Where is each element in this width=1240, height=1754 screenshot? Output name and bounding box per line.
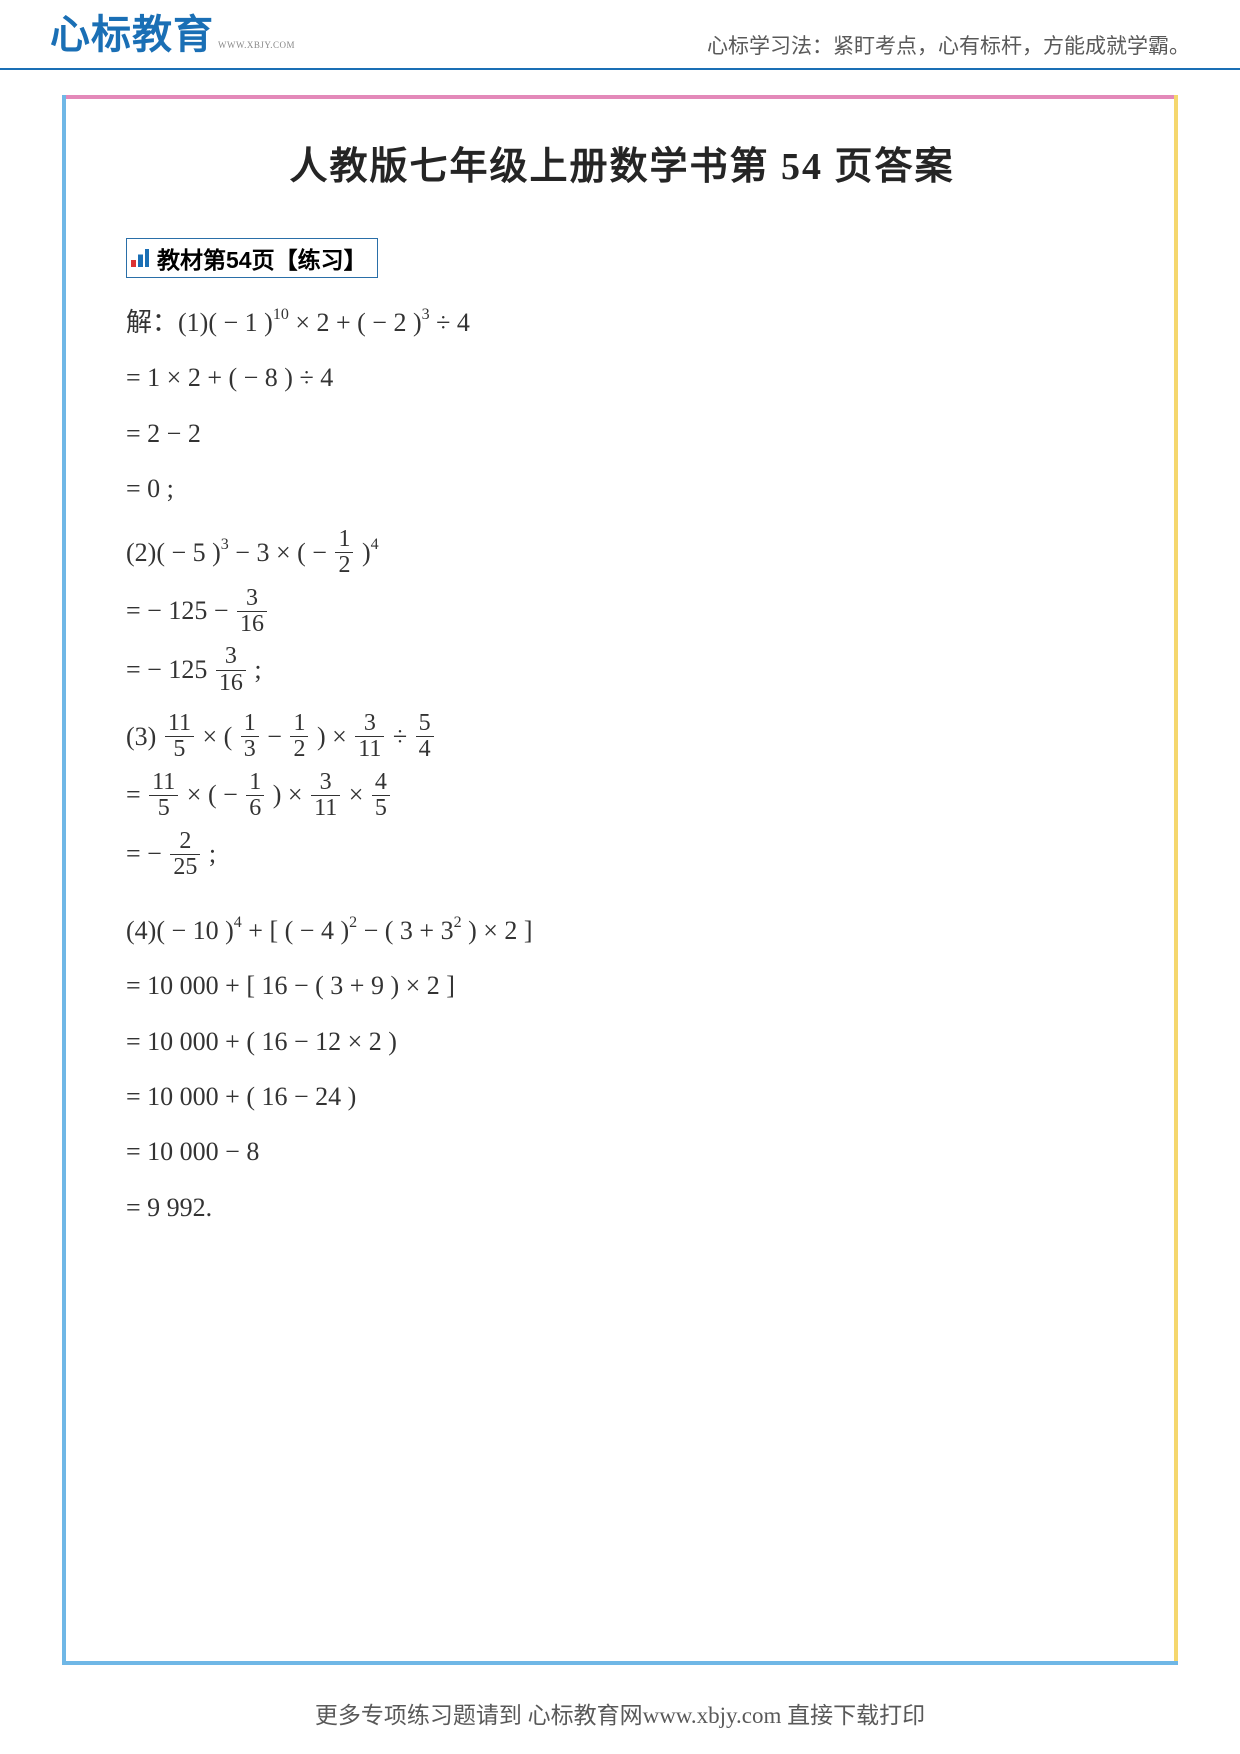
p1-line1: 解：(1)( − 1 )10 × 2 + ( − 2 )3 ÷ 4: [126, 298, 1118, 347]
fraction: 115: [165, 711, 194, 762]
p1-line2: = 1 × 2 + ( − 8 ) ÷ 4: [126, 353, 1118, 402]
p3-line3: = − 225 ;: [126, 829, 1118, 882]
p4-line5: = 10 000 − 8: [126, 1127, 1118, 1176]
frame-top-border: [66, 95, 1178, 99]
p2-line3: = − 125 316 ;: [126, 645, 1118, 698]
p1-line4: = 0 ;: [126, 464, 1118, 513]
content-area: 人教版七年级上册数学书第 54 页答案 教材第54页【练习】 解：(1)( − …: [66, 95, 1178, 1258]
p2-line2: = − 125 − 316: [126, 586, 1118, 639]
p4-line1: (4)( − 10 )4 + [ ( − 4 )2 − ( 3 + 32 ) ×…: [126, 906, 1118, 955]
fraction: 311: [355, 711, 384, 762]
logo-text: 心标教育: [50, 2, 214, 60]
fraction: 12: [290, 711, 308, 762]
section-header: 教材第54页【练习】: [126, 238, 378, 278]
fraction: 225: [170, 829, 200, 880]
p4-line2: = 10 000 + [ 16 − ( 3 + 9 ) × 2 ]: [126, 961, 1118, 1010]
logo-url: WWW.XBJY.COM: [218, 40, 295, 50]
bar-chart-icon: [131, 249, 149, 267]
fraction: 316: [216, 644, 246, 695]
p3-line1: (3) 115 × ( 13 − 12 ) × 311 ÷ 54: [126, 712, 1118, 765]
fraction: 12: [335, 527, 353, 578]
page-title: 人教版七年级上册数学书第 54 页答案: [126, 135, 1118, 190]
p1-line3: = 2 − 2: [126, 409, 1118, 458]
p2-line1: (2)( − 5 )3 − 3 × ( − 12 )4: [126, 528, 1118, 581]
page-footer: 更多专项练习题请到 心标教育网www.xbjy.com 直接下载打印: [0, 1696, 1240, 1730]
p4-line4: = 10 000 + ( 16 − 24 ): [126, 1072, 1118, 1121]
fraction: 115: [149, 770, 178, 821]
fraction: 13: [241, 711, 259, 762]
fraction: 316: [237, 586, 267, 637]
p4-line3: = 10 000 + ( 16 − 12 × 2 ): [126, 1017, 1118, 1066]
fraction: 16: [246, 770, 264, 821]
fraction: 45: [372, 770, 390, 821]
page-header: 心标教育 WWW.XBJY.COM 心标学习法：紧盯考点，心有标杆，方能成就学霸…: [0, 0, 1240, 70]
p4-line6: = 9 992.: [126, 1183, 1118, 1232]
brand-logo: 心标教育 WWW.XBJY.COM: [50, 2, 295, 60]
p3-line2: = 115 × ( − 16 ) × 311 × 45: [126, 770, 1118, 823]
section-label: 教材第54页【练习】: [157, 241, 367, 275]
frame-right-border: [1174, 95, 1178, 1661]
header-tagline: 心标学习法：紧盯考点，心有标杆，方能成就学霸。: [707, 30, 1190, 60]
solutions: 解：(1)( − 1 )10 × 2 + ( − 2 )3 ÷ 4 = 1 × …: [126, 298, 1118, 1232]
fraction: 54: [416, 711, 434, 762]
fraction: 311: [311, 770, 340, 821]
content-frame: 人教版七年级上册数学书第 54 页答案 教材第54页【练习】 解：(1)( − …: [62, 95, 1178, 1665]
